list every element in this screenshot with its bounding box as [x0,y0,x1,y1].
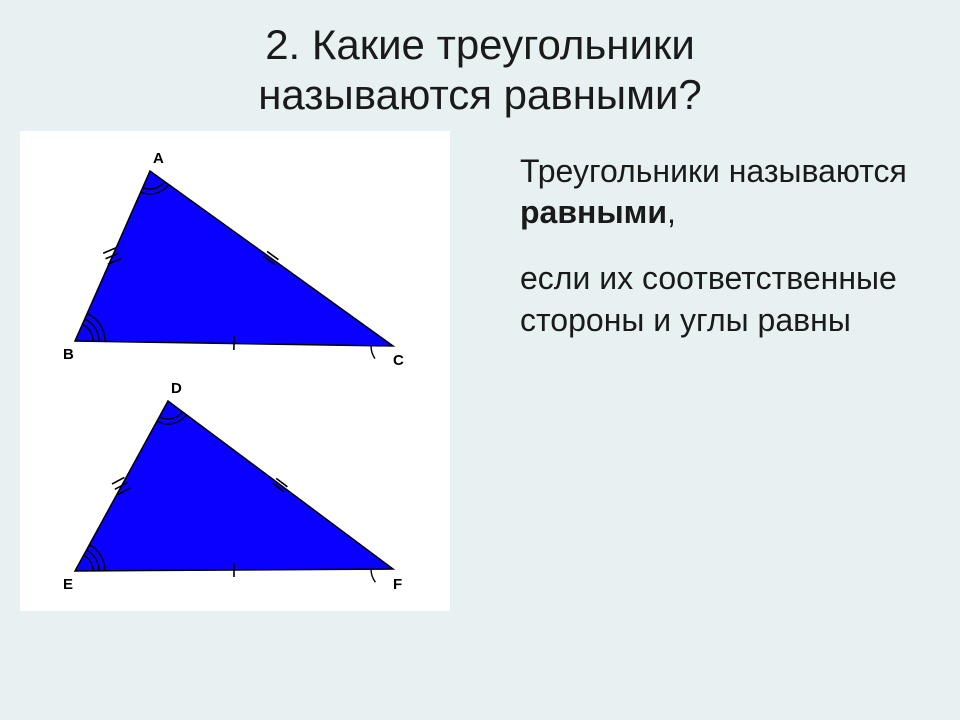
p1-bold: равными [520,194,667,230]
diagram-panel: A B C D E F [20,131,450,611]
triangle-abc: A B C [35,141,435,371]
svg-text:E: E [63,576,73,593]
text-panel: Треугольники называются равными, если их… [450,131,940,611]
svg-text:D: D [171,380,182,397]
content-area: A B C D E F Треугольники называются равными,… [0,131,960,611]
svg-text:A: A [153,150,164,167]
svg-text:C: C [393,352,404,369]
slide-title: 2. Какие треугольники называются равными… [0,0,960,131]
triangle-def: D E F [35,371,435,601]
paragraph-1: Треугольники называются равными, [520,151,920,234]
p1-part2: , [667,194,676,230]
paragraph-2: если их соответственные стороны и углы р… [520,258,920,341]
svg-text:B: B [63,346,74,363]
title-line2: называются равными? [258,71,702,118]
svg-text:F: F [393,576,402,593]
title-line1: 2. Какие треугольники [265,21,695,68]
p1-part1: Треугольники называются [520,153,907,189]
